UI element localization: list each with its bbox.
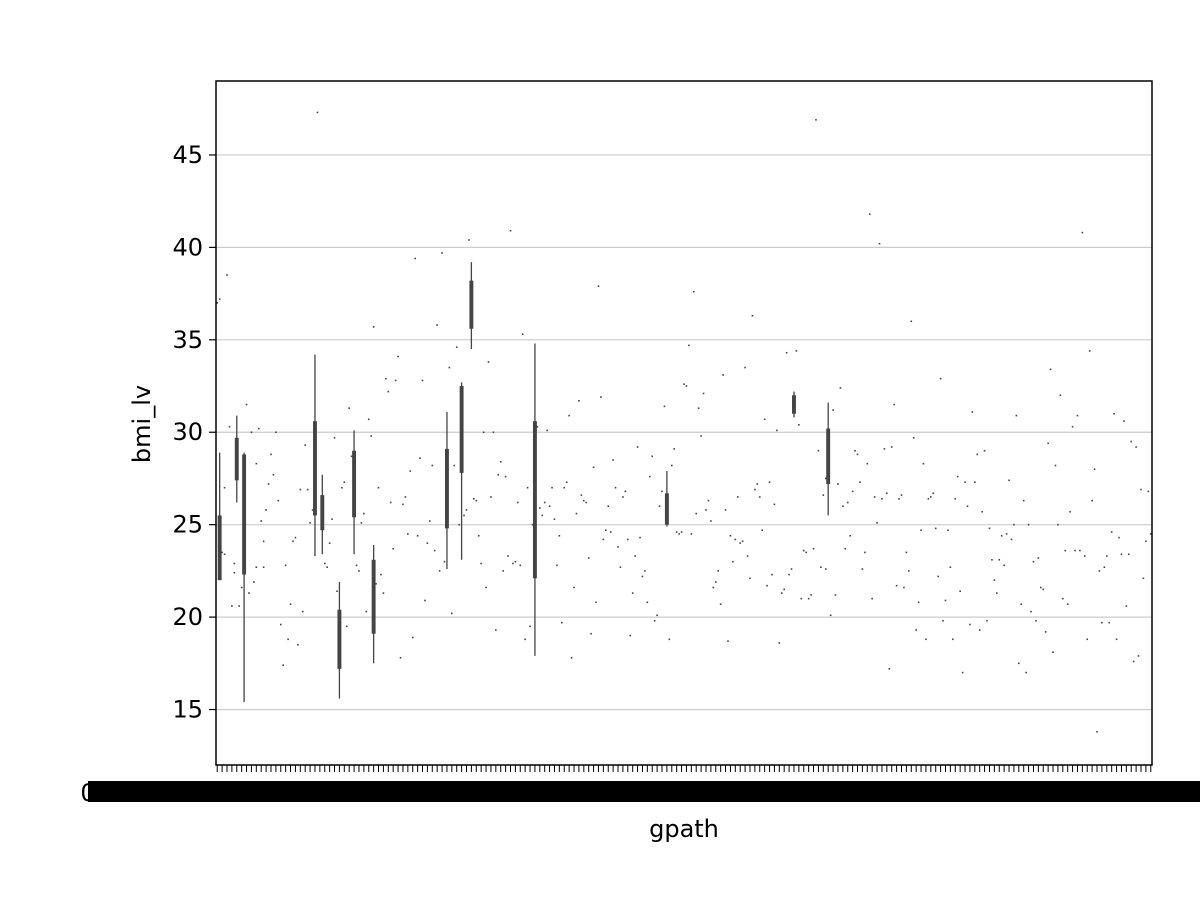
box-body [371,559,376,634]
box-group [242,452,247,703]
box-group [444,411,449,570]
box-group [234,415,239,503]
box-body [242,454,247,575]
box-body [444,448,449,529]
box-group [532,343,537,656]
y-tick-label: 30 [172,418,203,446]
box-group [469,262,474,350]
box-group [792,391,796,418]
box-body [313,421,317,516]
box-body [337,609,342,669]
box-group [320,474,325,555]
box-body [234,437,239,481]
box-body [469,280,474,329]
x-axis-label: gpath [649,815,719,843]
box-group [313,354,317,557]
box-body [826,428,831,485]
box-group [826,402,831,516]
box-body [352,450,357,518]
box-body [320,495,325,531]
box-body [792,395,796,414]
plot-frame [215,80,1153,766]
x-tick-label-first: 0 [80,779,95,807]
box-group [217,452,222,581]
y-tick-label: 25 [172,511,203,539]
y-tick-label: 45 [172,141,203,169]
box-group [664,471,669,527]
box-body [532,421,537,579]
y-axis-label: bmi_lv [128,385,156,463]
y-axis-ticks: 15 20 25 30 35 40 45 [172,141,216,724]
boxes [217,262,831,703]
box-body [217,515,222,581]
plot-area [216,81,1152,765]
x-axis-ticks [216,765,1152,772]
single-observation-marks [216,111,1152,733]
y-tick-label: 20 [172,603,203,631]
y-tick-label: 35 [172,326,203,354]
y-tick-label: 15 [172,696,203,724]
box-body [664,493,669,525]
box-group [337,581,342,699]
box-body [459,386,464,473]
x-tick-label-overlap-band [88,781,1200,802]
box-group [352,430,357,555]
box-group [371,545,376,664]
y-tick-label: 40 [172,233,203,261]
box-group [459,382,464,560]
